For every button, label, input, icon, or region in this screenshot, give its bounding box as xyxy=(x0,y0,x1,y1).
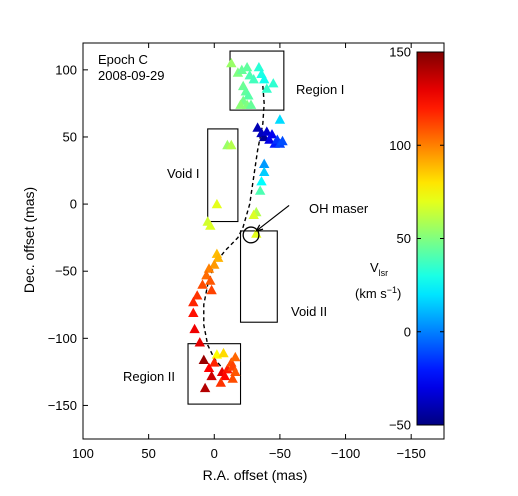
y-tick-label: 0 xyxy=(70,197,77,212)
box-void-ii xyxy=(239,230,278,323)
colorbar-tick-label: 0 xyxy=(404,324,411,339)
data-point xyxy=(205,275,216,285)
x-tick-label: 0 xyxy=(211,446,218,461)
colorbar-gradient xyxy=(416,51,445,426)
data-point xyxy=(209,259,220,269)
data-point xyxy=(211,198,223,209)
label-region-2: Region II xyxy=(123,369,175,384)
data-point xyxy=(261,126,272,136)
colorbar-units-pre: (km s xyxy=(355,286,387,301)
data-point xyxy=(226,139,237,150)
colorbar-tick-label: 100 xyxy=(389,138,411,153)
label-void-1: Void I xyxy=(167,166,200,181)
box-region-ii xyxy=(187,343,242,405)
data-point xyxy=(277,135,288,146)
data-point xyxy=(259,166,270,176)
annotation-epoch: Epoch C xyxy=(98,52,148,67)
data-point xyxy=(259,158,270,168)
y-tick-label: −50 xyxy=(55,264,77,279)
colorbar-label-main: V xyxy=(370,260,379,275)
label-void-2: Void II xyxy=(291,304,327,319)
x-tick-label: 100 xyxy=(72,446,94,461)
oh-maser-arrowhead xyxy=(255,224,264,232)
colorbar-tick-label: −50 xyxy=(389,418,411,433)
data-point xyxy=(245,99,257,109)
annotation-date: 2008-09-29 xyxy=(98,68,165,83)
data-point xyxy=(201,270,212,280)
data-point xyxy=(248,74,259,84)
data-point xyxy=(226,57,237,68)
data-point xyxy=(199,382,211,393)
data-point xyxy=(198,354,209,364)
data-point xyxy=(248,209,259,219)
x-axis-label: R.A. offset (mas) xyxy=(203,467,308,483)
data-point xyxy=(264,134,275,144)
label-oh-maser: OH maser xyxy=(309,201,369,216)
data-point xyxy=(253,62,265,72)
y-tick-label: 50 xyxy=(63,129,77,144)
data-point xyxy=(206,370,217,381)
x-tick-label: −50 xyxy=(269,446,291,461)
colorbar: 150 100 50 0 −50 xyxy=(389,45,445,433)
colorbar-tick-label: 150 xyxy=(389,45,411,60)
data-point xyxy=(192,290,203,300)
data-point xyxy=(266,129,278,139)
data-point xyxy=(255,185,266,195)
data-point xyxy=(227,373,238,383)
data-point xyxy=(259,131,270,142)
colorbar-units-post: ) xyxy=(397,286,401,301)
data-point xyxy=(252,122,263,132)
data-point xyxy=(241,62,253,72)
main-plot xyxy=(82,42,445,440)
oh-maser-arrow xyxy=(255,204,290,232)
x-tick-label: 50 xyxy=(141,446,155,461)
y-axis-label: Dec. offset (mas) xyxy=(21,187,37,293)
data-point xyxy=(188,296,199,307)
data-point xyxy=(209,357,220,367)
data-point xyxy=(197,279,208,289)
y-tick-label: −100 xyxy=(48,331,77,346)
data-point xyxy=(215,377,226,387)
data-point xyxy=(268,78,279,88)
colorbar-label: Vlsr xyxy=(370,260,388,278)
data-point xyxy=(205,220,216,230)
x-tick-label: −100 xyxy=(331,446,360,461)
y-tick-label: −150 xyxy=(48,398,77,413)
colorbar-units-sup: −1 xyxy=(387,285,397,295)
data-point xyxy=(256,176,267,186)
data-point xyxy=(259,74,270,84)
data-point xyxy=(203,362,215,372)
oh-maser-circle xyxy=(242,226,260,244)
colorbar-tick-label: 50 xyxy=(397,231,411,246)
data-point xyxy=(213,252,224,262)
data-point xyxy=(206,284,217,295)
x-tick-label: −150 xyxy=(397,446,426,461)
data-point xyxy=(218,347,229,358)
colorbar-units: (km s−1) xyxy=(355,285,401,301)
data-point xyxy=(230,351,241,362)
data-point xyxy=(274,114,286,124)
data-point xyxy=(189,323,200,334)
data-point xyxy=(235,99,246,109)
data-point xyxy=(261,83,272,93)
data-point xyxy=(236,64,247,74)
box-region-i xyxy=(229,50,285,111)
y-tick-label: 100 xyxy=(55,62,77,77)
data-point xyxy=(243,90,254,100)
label-region-1: Region I xyxy=(296,82,344,97)
data-point xyxy=(219,370,230,381)
x-axis: 100 50 0 −50 −100 −150 xyxy=(72,43,426,461)
data-point xyxy=(188,307,199,317)
colorbar-label-sub: lsr xyxy=(379,268,389,278)
box-void-i xyxy=(207,128,239,223)
data-point xyxy=(194,337,205,347)
